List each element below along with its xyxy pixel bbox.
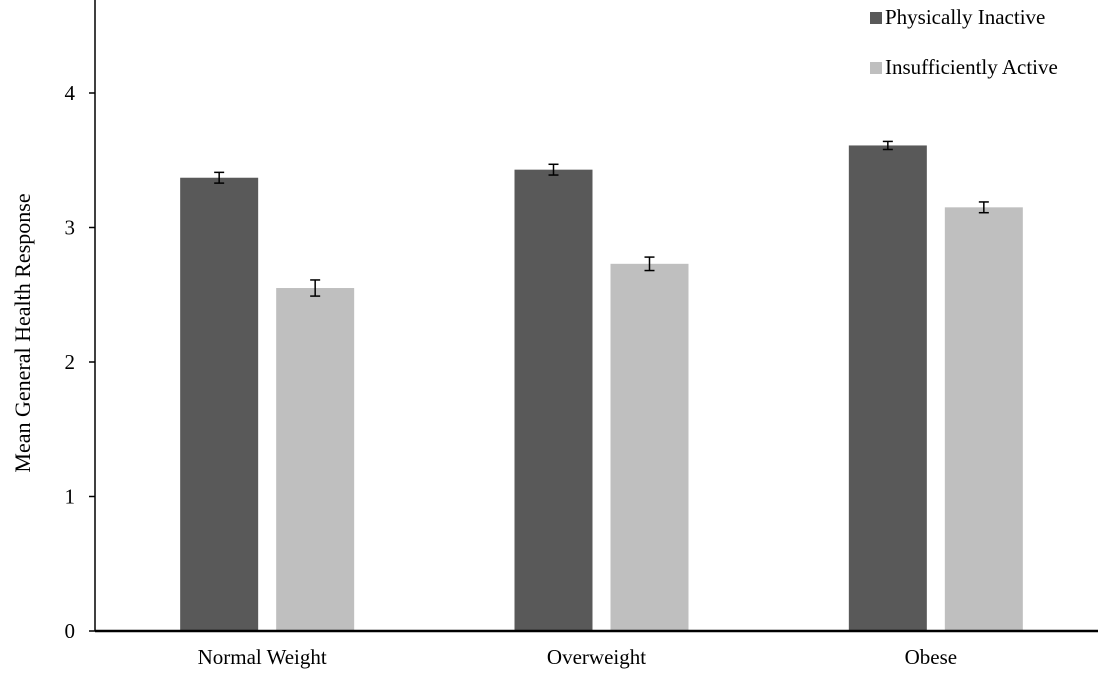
axes: 0 1 2 3 4 Normal Weight Overweight Obese: [65, 0, 1098, 669]
legend-label: Insufficiently Active: [885, 55, 1058, 79]
bar: [276, 288, 355, 631]
legend: Physically Inactive Insufficiently Active: [870, 5, 1058, 79]
x-tick-label: Overweight: [547, 645, 646, 669]
y-tick-label: 4: [65, 81, 76, 105]
x-tick-label: Obese: [905, 645, 957, 669]
legend-swatch: [870, 12, 882, 24]
bar: [180, 177, 259, 632]
bar: [610, 263, 689, 631]
y-tick-label: 0: [65, 619, 76, 643]
bar: [848, 145, 927, 631]
bar: [514, 169, 593, 632]
bar: [944, 207, 1023, 631]
y-tick-label: 3: [65, 216, 76, 240]
y-axis-title: Mean General Health Response: [10, 193, 35, 472]
y-tick-label: 2: [65, 350, 76, 374]
plot-area: [180, 140, 1023, 632]
x-tick-label: Normal Weight: [198, 645, 327, 669]
legend-swatch: [870, 62, 882, 74]
y-tick-label: 1: [65, 485, 76, 509]
legend-label: Physically Inactive: [885, 5, 1045, 29]
